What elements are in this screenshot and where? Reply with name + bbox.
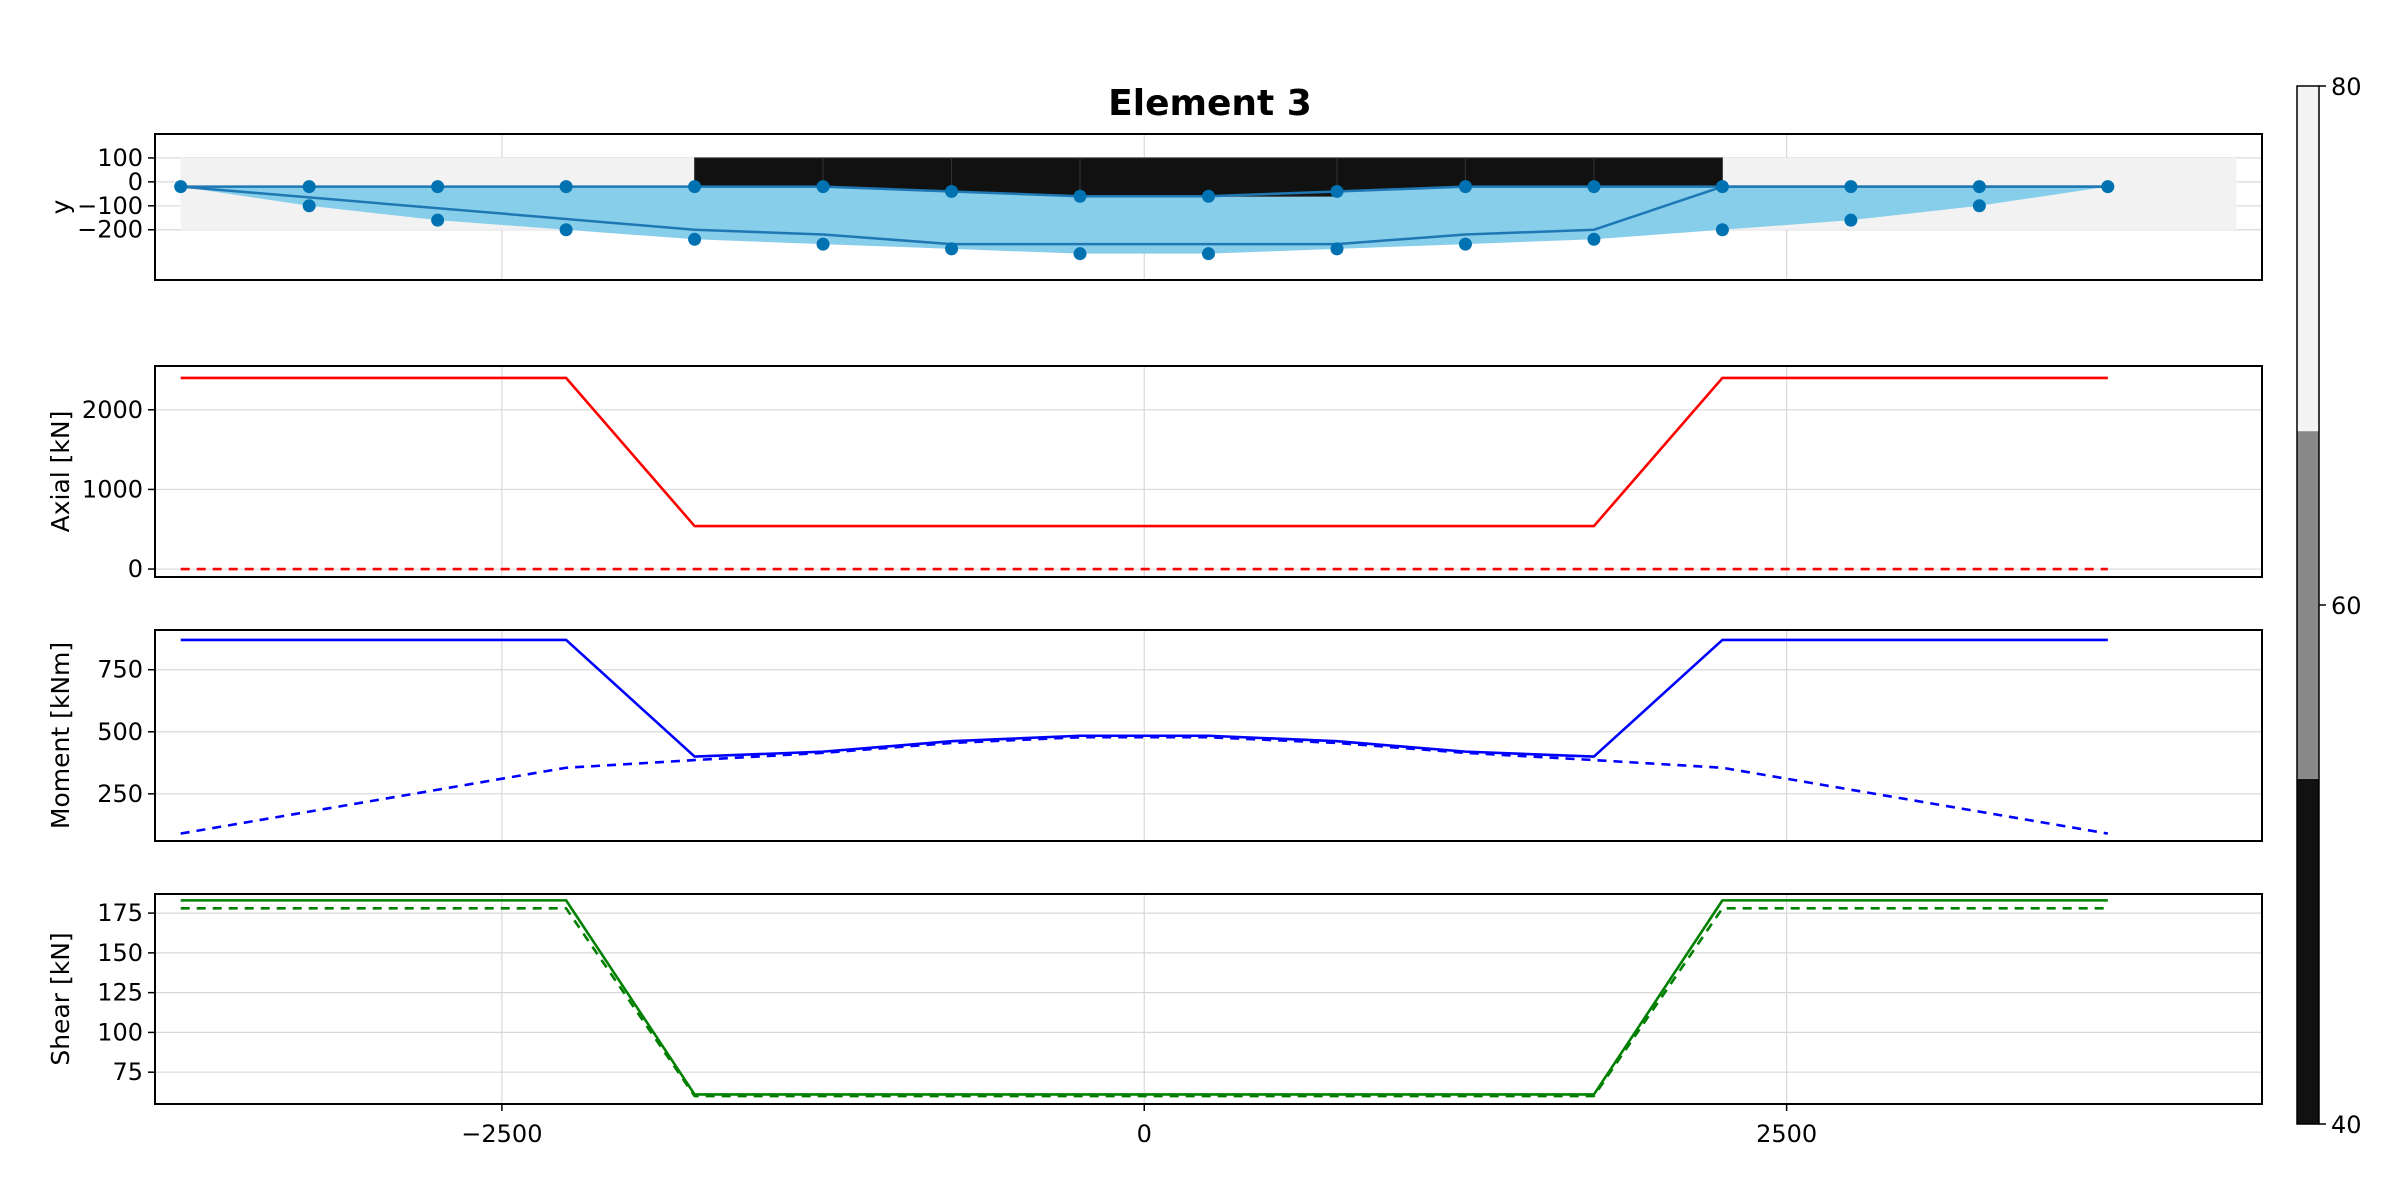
section-top-line: [180, 185, 2108, 198]
y-tick-label: 1000: [82, 475, 143, 503]
plot-area: [180, 376, 2108, 571]
y-tick-label: 500: [97, 718, 143, 746]
section-outline: [180, 185, 2108, 246]
colorbar-band: [2297, 778, 2319, 1124]
section-node: [1073, 247, 1087, 261]
x-tick-label: 0: [1137, 1120, 1152, 1148]
slab-block: [1464, 157, 1595, 188]
section-node: [1458, 237, 1472, 251]
y-axis-label: Axial [kN]: [46, 411, 75, 533]
y-tick-label: 75: [112, 1058, 143, 1086]
y-axis-label: Shear [kN]: [46, 932, 75, 1065]
axes-frame: [154, 133, 2263, 281]
section-node: [1587, 232, 1601, 246]
y-tick-label: 250: [97, 780, 143, 808]
y-tick-label: 750: [97, 656, 143, 684]
section-node: [945, 184, 959, 198]
figure-title: Element 3: [1108, 83, 1312, 124]
series-line-dashed: [180, 907, 2108, 1098]
colorbar-tick-label: 80: [2331, 73, 2362, 101]
colorbar-tick-label: 60: [2331, 592, 2362, 620]
section-node: [559, 223, 573, 237]
section-node: [1330, 184, 1344, 198]
section-node: [1202, 247, 1215, 261]
section-node: [1844, 213, 1858, 227]
series-line-solid: [180, 899, 2108, 1096]
section-node: [688, 180, 702, 194]
section-node: [2101, 180, 2115, 194]
section-node: [1715, 180, 1729, 194]
panel-shear: 75 100 125 150 175 Shear [kN] −2500 0 2500: [46, 893, 2263, 1148]
y-tick-label: 2000: [82, 396, 143, 424]
y-tick-label: 0: [128, 555, 143, 583]
y-tick-label: 0: [128, 168, 143, 196]
axes-frame: [154, 629, 2263, 842]
section-node: [816, 180, 830, 194]
section-node: [945, 242, 959, 256]
section-node: [1715, 223, 1729, 237]
y-tick-label: −100: [77, 192, 143, 220]
y-axis-label: Moment [kNm]: [46, 642, 75, 829]
y-tick-label: 150: [97, 939, 143, 967]
section-node: [302, 199, 316, 213]
plot-area: [174, 157, 2237, 261]
plot-area: [180, 638, 2109, 835]
axes-frame: [154, 893, 2263, 1105]
slab-block: [1593, 157, 1723, 188]
y-tick-label: 125: [97, 979, 143, 1007]
colorbar-band: [2297, 431, 2319, 779]
y-tick-label: 100: [97, 1018, 143, 1046]
x-tick-label: −2500: [461, 1120, 542, 1148]
panel-moment: 250 500 750 Moment [kNm]: [46, 629, 2263, 842]
axes-frame: [154, 365, 2263, 578]
section-node: [1587, 180, 1601, 194]
series-line-solid: [180, 638, 2108, 758]
colorbar-band: [2297, 86, 2319, 432]
series-line-dashed: [180, 735, 2109, 835]
y-tick-label: 175: [97, 899, 143, 927]
section-node: [688, 232, 702, 246]
section-node: [431, 213, 445, 227]
slab-block: [951, 157, 1081, 197]
section-node: [1972, 180, 1986, 194]
colorbar: 80 60 40: [2296, 73, 2362, 1139]
colorbar-tick-label: 40: [2331, 1111, 2362, 1139]
section-node: [1972, 199, 1986, 213]
series-line-solid: [180, 376, 2108, 528]
slab-block: [694, 157, 824, 188]
section-node: [1844, 180, 1858, 194]
section-node: [302, 180, 316, 194]
section-node: [1330, 242, 1344, 256]
y-tick-label: −200: [77, 216, 143, 244]
section-node: [431, 180, 445, 194]
section-node: [559, 180, 573, 194]
section-node: [816, 237, 830, 251]
x-tick-label: 2500: [1756, 1120, 1817, 1148]
section-node: [174, 180, 188, 194]
section-node: [1458, 180, 1472, 194]
plot-area: [180, 899, 2108, 1098]
section-envelope: [180, 186, 2108, 254]
section-node: [1073, 189, 1087, 203]
section-node: [1202, 189, 1215, 203]
y-axis-label: y: [46, 199, 75, 214]
y-tick-label: 100: [97, 144, 143, 172]
